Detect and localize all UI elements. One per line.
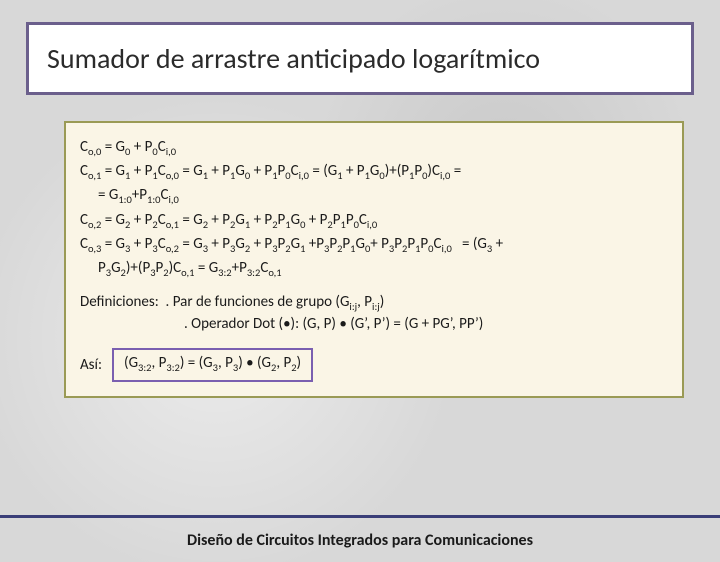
equation-line-3: Co,3 = G3 + P3Co,2 = G3 + P3G2 + P3P2G1 … — [80, 234, 668, 256]
content-box: Co,0 = G0 + P0Ci,0 Co,1 = G1 + P1Co,0 = … — [64, 121, 684, 398]
slide-title-text: Sumador de arrastre anticipado logarítmi… — [47, 41, 540, 76]
equation-line-1: Co,1 = G1 + P1Co,0 = G1 + P1G0 + P1P0Ci,… — [80, 161, 668, 183]
slide-title: Sumador de arrastre anticipado logarítmi… — [26, 22, 694, 95]
equation-line-2: Co,2 = G2 + P2Co,1 = G2 + P2G1 + P2P1G0 … — [80, 210, 668, 232]
equation-line-0: Co,0 = G0 + P0Ci,0 — [80, 137, 668, 159]
asi-label: Así: — [80, 355, 102, 375]
footer-rule — [0, 515, 720, 518]
equation-line-3b: P3G2)+(P3P2)Co,1 = G3:2+P3:2Co,1 — [80, 258, 668, 280]
definitions-line-1: Definiciones: . Par de funciones de grup… — [80, 292, 668, 314]
definitions-block: Definiciones: . Par de funciones de grup… — [80, 292, 668, 334]
footer-text: Diseño de Circuitos Integrados para Comu… — [0, 531, 720, 550]
highlight-box: (G3:2, P3:2) = (G3, P3) • (G2, P2) — [112, 348, 313, 381]
equation-line-1b: = G1:0+P1:0Ci,0 — [80, 185, 668, 207]
definitions-line-2: . Operador Dot (•): (G, P) • (G’, P’) = … — [80, 314, 668, 334]
asi-row: Así: (G3:2, P3:2) = (G3, P3) • (G2, P2) — [80, 348, 668, 381]
definitions-dot-text: . Operador Dot (•): (G, P) • (G’, P’) = … — [184, 315, 483, 333]
footer-label: Diseño de Circuitos Integrados para Comu… — [187, 531, 533, 550]
definitions-label: Definiciones: — [80, 293, 159, 311]
